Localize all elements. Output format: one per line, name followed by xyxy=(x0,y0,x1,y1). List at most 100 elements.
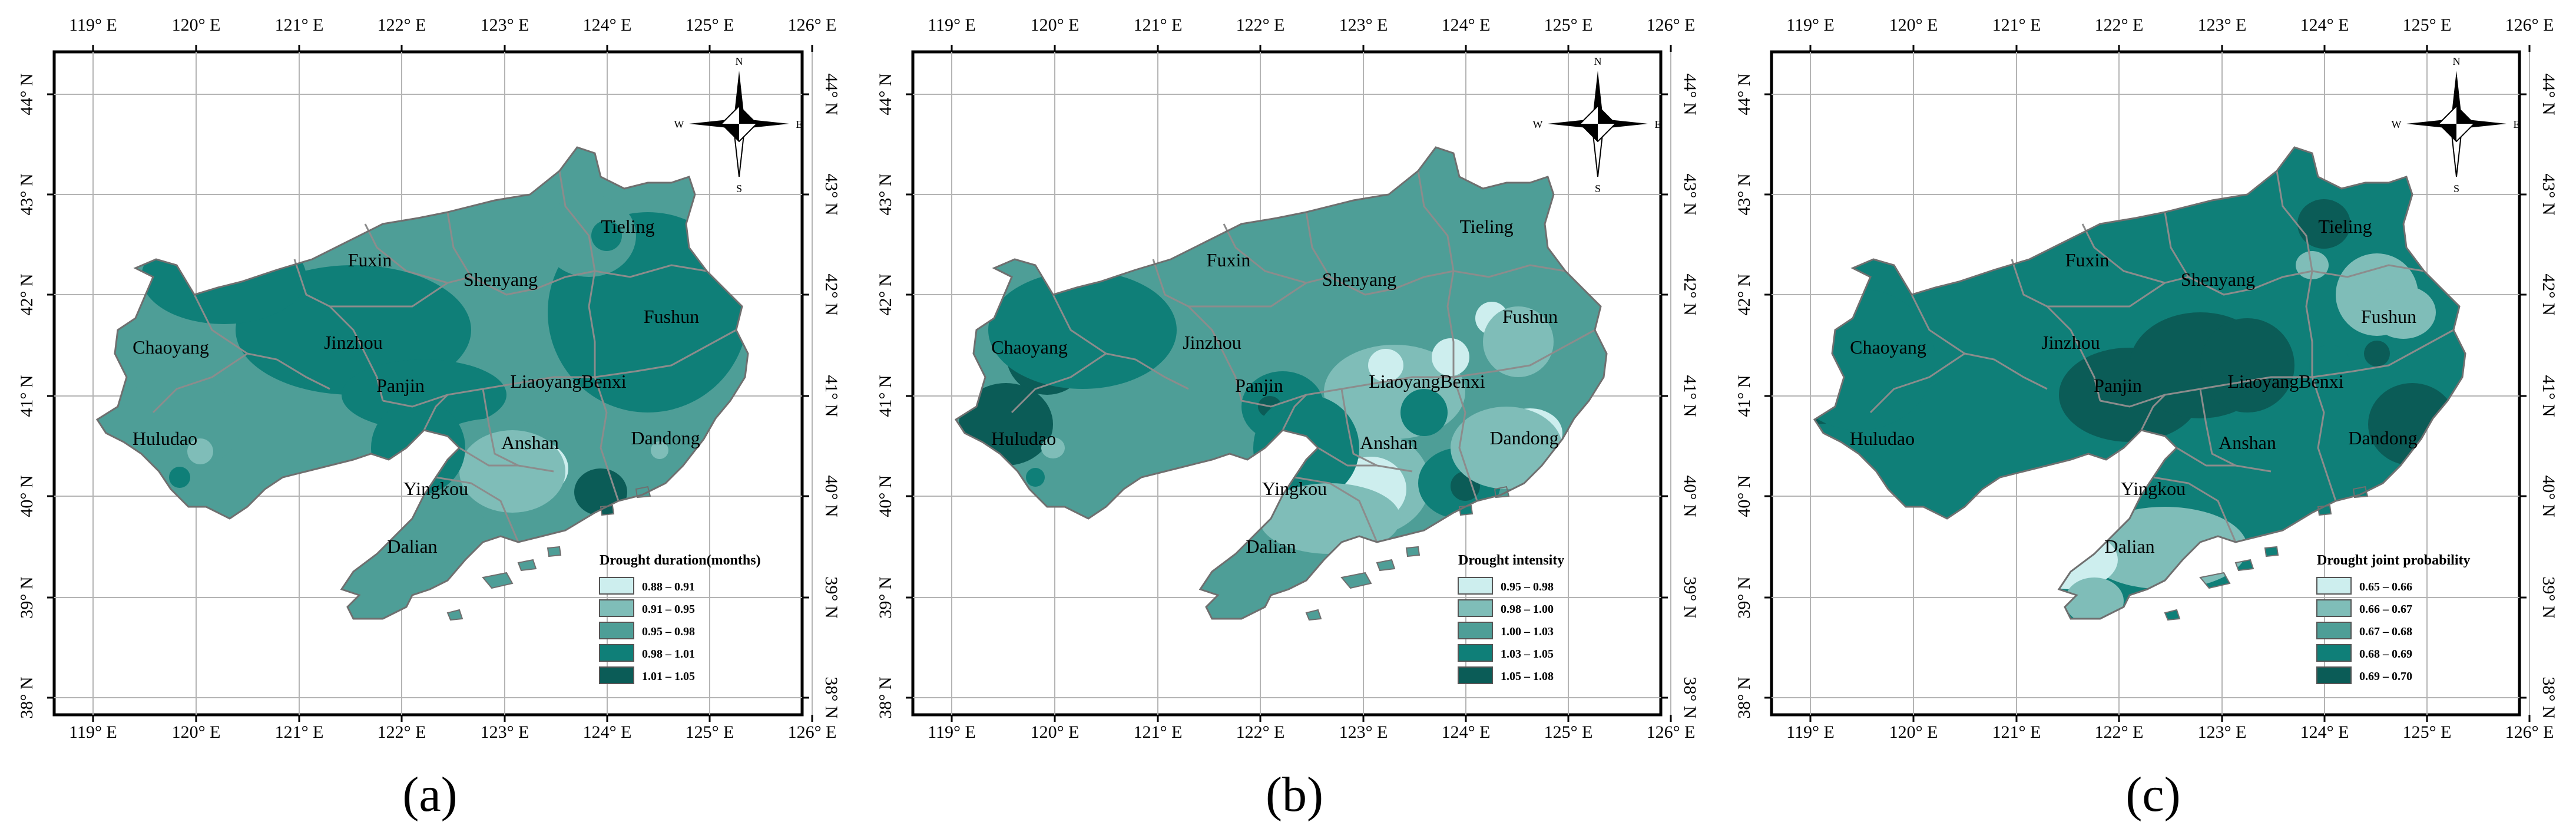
island-outline xyxy=(635,486,651,499)
lat-label-right: 41° N xyxy=(2539,375,2558,417)
shading-zone xyxy=(1259,483,1400,554)
legend-label: 0.68 – 0.69 xyxy=(2359,648,2412,661)
legend-label: 1.05 – 1.08 xyxy=(1501,670,1554,683)
city-label-chaoyang: Chaoyang xyxy=(991,336,1068,358)
city-label-dalian: Dalian xyxy=(1246,536,1296,557)
city-label-yingkou: Yingkou xyxy=(2121,478,2186,499)
lon-label-bottom: 121° E xyxy=(1992,722,2041,742)
shading-zone xyxy=(2065,577,2124,620)
panel-b: 119° E 119° E 120° E 120° E 121° E 121° E 122°… xyxy=(859,0,1717,835)
shading-zone xyxy=(2364,341,2390,367)
lat-label-right: 44° N xyxy=(1680,73,1700,115)
lat-label-right: 43° N xyxy=(822,173,841,215)
lon-label-top: 119° E xyxy=(69,15,117,35)
map-b: 119° E 119° E 120° E 120° E 121° E 121° E 122°… xyxy=(876,15,1700,742)
lon-label-bottom: 126° E xyxy=(788,722,837,742)
legend-swatch xyxy=(2316,577,2352,595)
shading-zone xyxy=(651,441,668,459)
lon-label-bottom: 126° E xyxy=(2505,722,2554,742)
city-label-jinzhou: Jinzhou xyxy=(324,332,383,353)
island-outline xyxy=(1340,572,1372,589)
lat-label-right: 42° N xyxy=(1680,273,1700,315)
city-label-dandong: Dandong xyxy=(2348,427,2417,448)
city-label-fuxin: Fuxin xyxy=(1207,249,1251,270)
legend-swatch xyxy=(2316,644,2352,662)
lat-label-left: 42° N xyxy=(876,273,895,315)
island-outline xyxy=(2317,504,2332,516)
legend-label: 0.67 – 0.68 xyxy=(2359,625,2412,638)
panel-label-a: (a) xyxy=(402,767,458,822)
lon-label-bottom: 120° E xyxy=(1031,722,1080,742)
city-label-dandong: Dandong xyxy=(1489,427,1558,448)
city-label-yingkou: Yingkou xyxy=(1262,478,1327,499)
legend-label: 1.01 – 1.05 xyxy=(642,670,695,683)
legend-label: 0.98 – 1.01 xyxy=(642,648,695,661)
compass-w: W xyxy=(1533,118,1543,130)
lat-label-left: 39° N xyxy=(17,576,37,618)
city-label-fuxin: Fuxin xyxy=(348,249,392,270)
lat-label-left: 41° N xyxy=(1734,375,1754,417)
island-outline xyxy=(2234,559,2254,572)
city-label-dalian: Dalian xyxy=(387,536,437,557)
legend-swatch xyxy=(599,599,634,617)
lat-label-left: 43° N xyxy=(876,173,895,215)
lon-label-bottom: 125° E xyxy=(2403,722,2452,742)
lat-label-left: 43° N xyxy=(1734,173,1754,215)
lat-label-right: 44° N xyxy=(822,73,841,115)
lat-label-left: 38° N xyxy=(17,676,37,718)
city-label-shenyang: Shenyang xyxy=(1322,269,1396,290)
lat-label-right: 44° N xyxy=(2539,73,2558,115)
lon-label-top: 124° E xyxy=(583,15,632,35)
lon-label-bottom: 119° E xyxy=(928,722,976,742)
north-arrow-icon xyxy=(1548,71,1648,177)
lon-label-bottom: 122° E xyxy=(2095,722,2144,742)
city-label-tieling: Tieling xyxy=(601,216,654,237)
north-arrow-icon xyxy=(2406,71,2507,177)
legend-label: 0.88 – 0.91 xyxy=(642,580,695,593)
city-label-dandong: Dandong xyxy=(631,427,700,448)
legend-swatch xyxy=(1458,622,1493,639)
lat-label-left: 40° N xyxy=(17,475,37,517)
compass-w: W xyxy=(2392,118,2402,130)
legend-swatch xyxy=(1458,577,1493,595)
legend-swatch xyxy=(599,666,634,684)
compass-n: N xyxy=(1594,55,1602,67)
city-label-huludao: Huludao xyxy=(1850,428,1915,449)
lat-label-right: 40° N xyxy=(822,475,841,517)
compass-w: W xyxy=(674,118,684,130)
island-outline xyxy=(1376,559,1396,572)
shading-zone xyxy=(1368,349,1403,382)
frame-ticks xyxy=(1764,45,2531,722)
shading-zone xyxy=(1400,389,1448,436)
legend-label: 0.91 – 0.95 xyxy=(642,603,695,616)
shading-zone xyxy=(1026,468,1045,487)
lat-label-left: 40° N xyxy=(876,475,895,517)
city-label-liaoyangbenxi: LiaoyangBenxi xyxy=(510,371,626,392)
lon-label-bottom: 126° E xyxy=(1647,722,1696,742)
lon-label-top: 122° E xyxy=(2095,15,2144,35)
lat-label-right: 38° N xyxy=(1680,676,1700,718)
panel-label-b: (b) xyxy=(1266,767,1323,822)
panel-c: 119° E 119° E 120° E 120° E 121° E 121° E 122°… xyxy=(1717,0,2576,835)
city-label-liaoyangbenxi: LiaoyangBenxi xyxy=(1369,371,1485,392)
island-outline xyxy=(446,609,463,621)
city-label-huludao: Huludao xyxy=(991,428,1056,449)
city-label-anshan: Anshan xyxy=(2219,432,2276,453)
lon-label-top: 119° E xyxy=(1786,15,1835,35)
shading-zone xyxy=(591,220,622,251)
lon-label-top: 121° E xyxy=(275,15,324,35)
shading-zone xyxy=(2297,199,2350,249)
lat-label-left: 43° N xyxy=(17,173,37,215)
legend-swatch xyxy=(1458,599,1493,617)
lon-label-bottom: 124° E xyxy=(1442,722,1491,742)
island-outline xyxy=(2264,546,2279,557)
city-boundaries xyxy=(152,170,737,543)
lat-label-left: 39° N xyxy=(876,576,895,618)
island-outline xyxy=(1405,546,1421,557)
province-outline xyxy=(95,146,749,620)
legend-title: Drought duration(months) xyxy=(600,553,761,568)
city-label-liaoyangbenxi: LiaoyangBenxi xyxy=(2227,371,2343,392)
lon-label-top: 121° E xyxy=(1992,15,2041,35)
lat-label-right: 38° N xyxy=(822,676,841,718)
panel-label-c: (c) xyxy=(2125,767,2181,822)
